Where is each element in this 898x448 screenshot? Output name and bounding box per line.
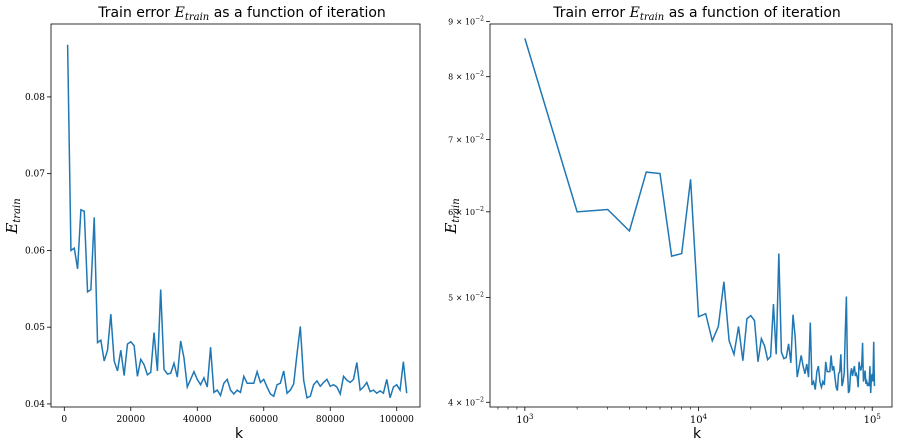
x-tick-label: 104 — [690, 413, 708, 426]
x-tick-label: 103 — [516, 413, 533, 426]
x-tick-label: 105 — [864, 413, 881, 426]
y-tick-label: 7 × 10−2 — [448, 133, 484, 144]
plot-area — [489, 23, 893, 408]
x-axis-label: k — [235, 426, 244, 442]
x-tick-label: 0 — [61, 415, 67, 425]
y-tick-label: 9 × 10−2 — [448, 15, 484, 26]
y-axis-label: Etrain — [442, 198, 462, 234]
series-line — [66, 44, 408, 399]
chart-title: Train error Etrain as a function of iter… — [97, 5, 386, 23]
chart-title: Train error Etrain as a function of iter… — [552, 5, 841, 23]
linear-chart: Train error Etrain as a function of iter… — [3, 5, 421, 442]
x-tick-label: 20000 — [116, 415, 145, 425]
y-tick-label: 0.07 — [25, 170, 45, 180]
y-tick-label: 4 × 10−2 — [448, 396, 484, 407]
loglog-chart: Train error Etrain as a function of iter… — [442, 5, 893, 442]
y-tick-label: 0.08 — [25, 93, 45, 103]
x-axis-label: k — [693, 426, 702, 442]
y-tick-label: 0.04 — [25, 400, 45, 410]
y-axis-label: Etrain — [3, 198, 23, 234]
y-tick-label: 0.06 — [25, 246, 45, 256]
y-tick-label: 6 × 10−2 — [448, 206, 484, 217]
y-tick-label: 8 × 10−2 — [448, 71, 484, 82]
series-line — [524, 38, 876, 394]
x-tick-label: 40000 — [183, 415, 212, 425]
y-tick-label: 0.05 — [25, 323, 45, 333]
x-tick-label: 60000 — [249, 415, 278, 425]
x-tick-label: 100000 — [380, 415, 415, 425]
plot-area — [50, 23, 421, 408]
y-tick-label: 5 × 10−2 — [448, 291, 484, 302]
x-tick-label: 80000 — [316, 415, 345, 425]
